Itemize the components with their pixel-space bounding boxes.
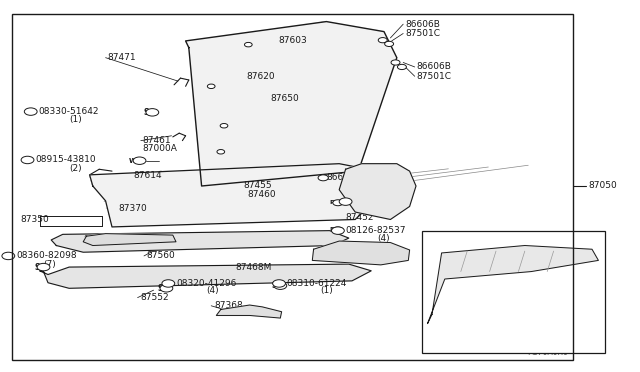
Polygon shape bbox=[339, 164, 416, 219]
Circle shape bbox=[333, 200, 343, 206]
Text: R: R bbox=[329, 227, 334, 232]
Text: 87461: 87461 bbox=[142, 136, 171, 145]
Text: 87614: 87614 bbox=[133, 171, 162, 180]
Text: A870A0R6: A870A0R6 bbox=[528, 348, 568, 357]
Circle shape bbox=[133, 157, 146, 164]
Text: 87370: 87370 bbox=[118, 204, 147, 213]
Circle shape bbox=[378, 38, 387, 43]
Text: 87050: 87050 bbox=[589, 182, 618, 190]
Text: 87501C: 87501C bbox=[405, 29, 440, 38]
Text: 87350: 87350 bbox=[20, 215, 49, 224]
Text: 08126-82537: 08126-82537 bbox=[353, 197, 414, 206]
Text: 87382: 87382 bbox=[349, 251, 378, 260]
Text: R: R bbox=[336, 228, 340, 233]
Text: 08360-82098: 08360-82098 bbox=[16, 251, 77, 260]
Text: 86606M: 86606M bbox=[326, 173, 363, 182]
Polygon shape bbox=[83, 234, 176, 246]
Circle shape bbox=[217, 150, 225, 154]
Text: 87650: 87650 bbox=[270, 94, 299, 103]
Text: (7): (7) bbox=[44, 260, 56, 269]
Text: (4): (4) bbox=[384, 205, 397, 214]
Text: S: S bbox=[143, 108, 148, 117]
Text: 87382: 87382 bbox=[461, 308, 490, 317]
Bar bbox=[12, 14, 573, 360]
Polygon shape bbox=[90, 164, 390, 227]
Text: 08320-41296: 08320-41296 bbox=[176, 279, 236, 288]
Circle shape bbox=[318, 175, 328, 181]
Polygon shape bbox=[40, 264, 371, 288]
Text: R: R bbox=[329, 200, 334, 205]
Text: S: S bbox=[277, 280, 281, 286]
Polygon shape bbox=[312, 241, 410, 265]
Text: S: S bbox=[35, 263, 40, 272]
Text: DX: DX bbox=[430, 234, 443, 243]
Text: 86606B: 86606B bbox=[416, 62, 451, 71]
Circle shape bbox=[162, 280, 175, 287]
Text: 87620: 87620 bbox=[246, 72, 275, 81]
Text: S: S bbox=[6, 253, 10, 259]
Circle shape bbox=[339, 198, 352, 205]
Polygon shape bbox=[428, 246, 598, 324]
Text: 08915-43810: 08915-43810 bbox=[35, 155, 96, 164]
Text: 87560: 87560 bbox=[146, 251, 175, 260]
Circle shape bbox=[146, 109, 159, 116]
Circle shape bbox=[244, 42, 252, 47]
Text: R: R bbox=[344, 199, 348, 204]
Text: 87455: 87455 bbox=[243, 182, 272, 190]
Circle shape bbox=[37, 263, 50, 271]
Text: (2): (2) bbox=[69, 164, 82, 173]
Text: 87468M: 87468M bbox=[236, 263, 272, 272]
Text: W: W bbox=[25, 157, 30, 163]
Polygon shape bbox=[51, 231, 349, 252]
Text: 87460: 87460 bbox=[247, 190, 276, 199]
Circle shape bbox=[397, 64, 406, 70]
Text: 87471: 87471 bbox=[108, 53, 136, 62]
Text: 87502: 87502 bbox=[83, 235, 112, 244]
Text: 87368: 87368 bbox=[214, 301, 243, 310]
Text: S: S bbox=[157, 284, 163, 293]
Circle shape bbox=[21, 156, 34, 164]
Text: W: W bbox=[129, 158, 137, 164]
Text: (4): (4) bbox=[378, 234, 390, 243]
Text: (4): (4) bbox=[206, 286, 219, 295]
Circle shape bbox=[207, 84, 215, 89]
Text: 08126-82537: 08126-82537 bbox=[346, 226, 406, 235]
Text: S: S bbox=[271, 281, 276, 290]
Polygon shape bbox=[216, 305, 282, 318]
Text: S: S bbox=[29, 109, 33, 115]
Circle shape bbox=[333, 227, 343, 233]
Text: 87501C: 87501C bbox=[416, 72, 451, 81]
Text: 87552: 87552 bbox=[141, 293, 170, 302]
Text: S: S bbox=[166, 280, 170, 286]
Circle shape bbox=[160, 285, 173, 292]
Circle shape bbox=[274, 282, 287, 289]
Circle shape bbox=[220, 124, 228, 128]
Text: (1): (1) bbox=[69, 115, 82, 124]
Circle shape bbox=[2, 252, 15, 260]
Circle shape bbox=[391, 60, 400, 65]
Circle shape bbox=[332, 227, 344, 234]
Text: 08310-61224: 08310-61224 bbox=[287, 279, 347, 288]
Text: 08330-51642: 08330-51642 bbox=[38, 107, 99, 116]
Text: 86606B: 86606B bbox=[405, 20, 440, 29]
Polygon shape bbox=[186, 22, 397, 186]
Circle shape bbox=[24, 108, 37, 115]
Text: 87452: 87452 bbox=[346, 213, 374, 222]
Text: 87000A: 87000A bbox=[142, 144, 177, 153]
Text: 87603: 87603 bbox=[278, 36, 307, 45]
Circle shape bbox=[385, 41, 394, 46]
Text: (1): (1) bbox=[320, 286, 333, 295]
Bar bbox=[422, 231, 605, 353]
Circle shape bbox=[273, 280, 285, 287]
